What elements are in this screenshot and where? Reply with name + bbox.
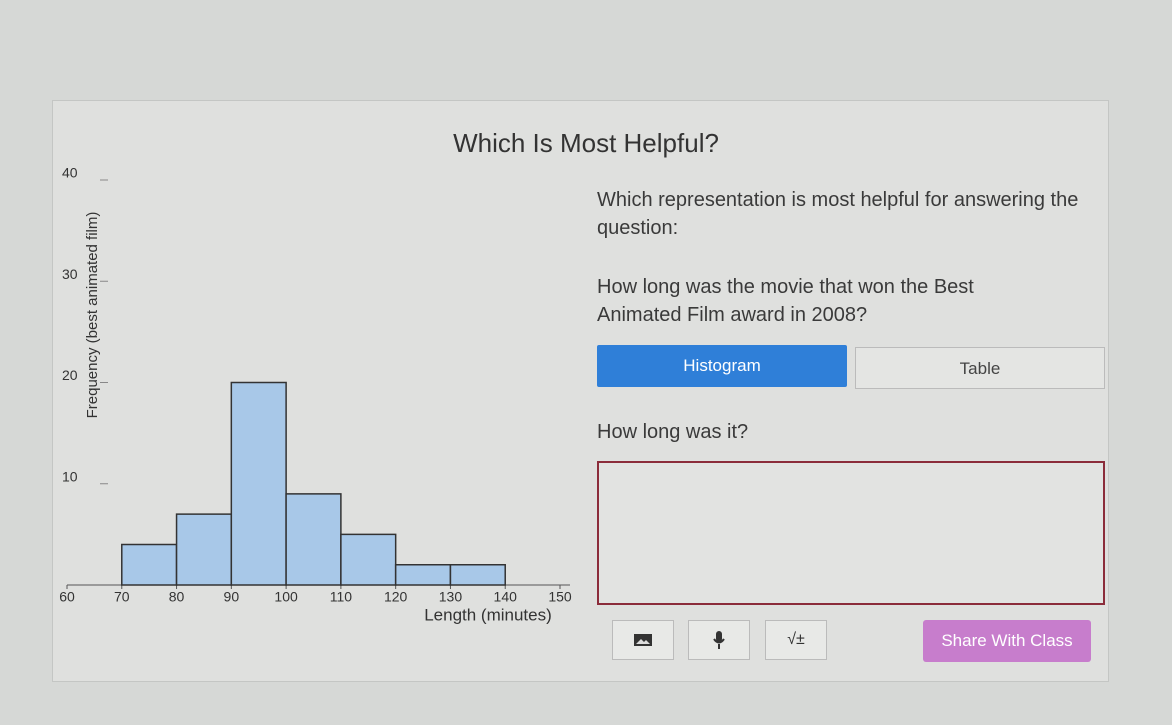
histogram: 10 20 30 40 60 70 80 90 100 110 120 130 140 150Length… bbox=[59, 165, 572, 625]
bar bbox=[449, 564, 506, 586]
x-tick-label: 110 bbox=[330, 589, 353, 605]
x-tick-label: 100 bbox=[274, 589, 298, 605]
answer-prompt: How long was it? bbox=[597, 421, 749, 443]
prompt: Which representation is most helpful for… bbox=[597, 189, 1079, 239]
bar bbox=[230, 381, 287, 586]
bar bbox=[340, 533, 397, 586]
math-button[interactable]: √± bbox=[765, 620, 827, 660]
answer-box[interactable] bbox=[597, 461, 1105, 605]
y-tick-label: 20 bbox=[62, 367, 78, 383]
x-axis-label: Length (minutes) bbox=[424, 605, 552, 624]
bar bbox=[394, 564, 452, 586]
y-tick-label: 30 bbox=[62, 266, 78, 282]
image-icon bbox=[634, 634, 652, 646]
x-tick-label: 70 bbox=[114, 589, 130, 605]
image-button[interactable] bbox=[612, 620, 674, 660]
choice-button[interactable]: Histogram bbox=[597, 345, 847, 387]
bar bbox=[121, 543, 178, 586]
x-tick-label: 60 bbox=[59, 589, 75, 605]
x-tick-label: 130 bbox=[439, 589, 463, 605]
mic-icon bbox=[713, 631, 725, 649]
x-tick-label: 80 bbox=[169, 589, 185, 605]
x-tick-label: 120 bbox=[384, 589, 408, 605]
y-axis-label: Frequency (best animated film) bbox=[84, 212, 101, 419]
y-tick-label: 10 bbox=[62, 468, 78, 484]
x-tick-label: 90 bbox=[224, 589, 240, 605]
title: Which Is Most Helpful? bbox=[453, 128, 719, 158]
share-button[interactable]: Share With Class bbox=[923, 620, 1091, 662]
bar bbox=[175, 513, 233, 586]
mic-button[interactable] bbox=[688, 620, 750, 660]
choice-button[interactable]: Table bbox=[855, 347, 1105, 389]
bar bbox=[285, 493, 342, 586]
x-tick-label: 140 bbox=[494, 589, 518, 605]
x-tick-label: 150 bbox=[548, 589, 572, 605]
question: How long was the movie that won the Best… bbox=[597, 276, 974, 326]
y-tick-label: 40 bbox=[62, 165, 78, 181]
